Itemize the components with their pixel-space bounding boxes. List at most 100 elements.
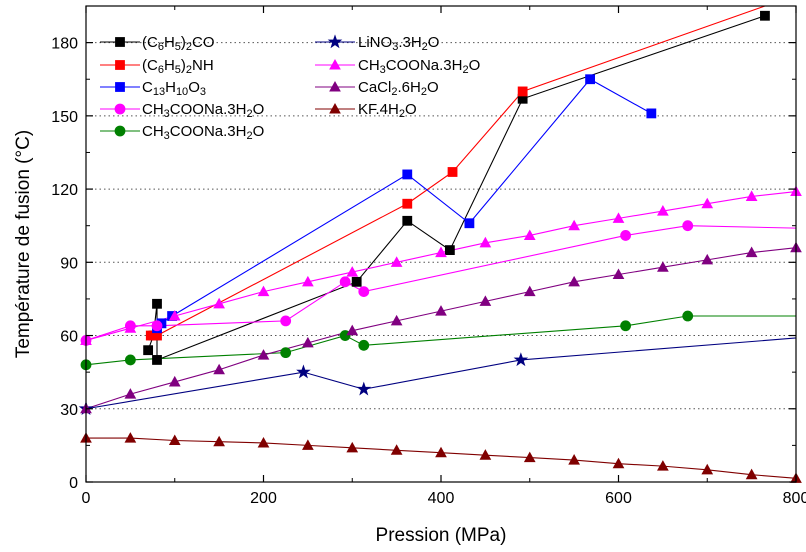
data-point: [351, 276, 362, 287]
y-tick-label: 180: [51, 36, 78, 53]
data-point: [402, 198, 413, 209]
legend: (C6H5)2CO (C6H5)2NH C13H10O3 CH3COONa.3H2O C…: [100, 34, 480, 142]
series-8-points: [80, 432, 802, 483]
data-point: [435, 446, 447, 458]
y-tick-label: 120: [51, 182, 78, 199]
y-tick-label: 150: [51, 109, 78, 126]
legend-marker: [115, 82, 125, 92]
legend-entry: CH3COONa.3H2O: [315, 57, 480, 76]
data-point: [657, 460, 669, 471]
data-point: [701, 197, 714, 209]
data-point: [346, 441, 359, 453]
series-line-4: [85, 315, 796, 366]
data-point: [568, 219, 580, 231]
data-point: [585, 74, 595, 85]
data-point: [302, 336, 314, 348]
y-tick-label: 90: [60, 255, 78, 272]
data-point: [745, 246, 758, 258]
data-point: [346, 266, 359, 277]
data-point: [390, 256, 403, 267]
legend-entry: (C6H5)2NH: [100, 57, 214, 76]
series-lines: [85, 5, 797, 479]
data-point: [346, 324, 359, 336]
legend-marker: [329, 59, 341, 70]
legend-label: CH3COONa.3H2O: [358, 57, 480, 76]
data-point: [213, 363, 225, 375]
data-point: [447, 167, 458, 177]
grid-lines: [86, 42, 796, 410]
data-point: [257, 436, 270, 448]
data-point: [356, 381, 372, 396]
x-tick-label: 200: [250, 490, 277, 507]
data-point: [124, 354, 136, 366]
data-point: [280, 347, 292, 359]
legend-entry: CH3COONa.3H2O: [100, 101, 264, 120]
data-point: [358, 339, 370, 351]
data-point: [213, 297, 225, 309]
legend-label: KF.4H2O: [358, 101, 417, 120]
series-line-1: [150, 5, 766, 337]
data-point: [760, 10, 770, 21]
legend-label: CH3COONa.3H2O: [142, 123, 264, 142]
data-point: [612, 212, 625, 223]
data-point: [390, 444, 403, 455]
data-point: [701, 253, 714, 265]
legend-label: (C6H5)2NH: [142, 57, 214, 76]
legend-label: C13H10O3: [142, 79, 206, 98]
data-point: [682, 310, 694, 322]
series-line-5: [85, 337, 797, 410]
data-point: [435, 246, 447, 258]
x-tick-label: 400: [428, 490, 455, 507]
data-point: [523, 451, 536, 463]
legend-marker: [114, 125, 126, 137]
x-tick-label: 800: [783, 490, 806, 507]
data-point: [479, 295, 492, 306]
series-7-points: [80, 241, 802, 414]
data-point: [612, 457, 625, 469]
series-6-points: [80, 185, 802, 345]
data-point: [523, 229, 536, 240]
data-point: [701, 463, 714, 475]
data-point: [143, 345, 154, 356]
data-point: [646, 108, 657, 119]
data-point: [444, 245, 455, 256]
legend-marker: [115, 60, 125, 70]
legend-label: LiNO3.3H2O: [358, 34, 439, 53]
legend-label: (C6H5)2CO: [142, 34, 215, 53]
legend-marker: [329, 103, 341, 114]
legend-marker: [329, 81, 341, 92]
legend-entry: (C6H5)2CO: [100, 34, 215, 53]
legend-entry: LiNO3.3H2O: [315, 34, 439, 53]
y-tick-label: 0: [69, 475, 78, 492]
series-0-points: [143, 10, 770, 365]
data-point: [152, 355, 162, 365]
series-line-3: [85, 225, 797, 341]
data-point: [124, 322, 137, 333]
x-axis-title: Pression (MPa): [376, 525, 507, 546]
data-point: [568, 275, 580, 287]
data-point: [402, 169, 413, 180]
data-point: [620, 320, 631, 332]
y-tick-label: 60: [60, 329, 78, 346]
legend-entry: CH3COONa.3H2O: [100, 123, 264, 142]
data-point: [296, 364, 311, 379]
data-point: [257, 285, 270, 297]
data-point: [612, 268, 625, 280]
legend-entry: C13H10O3: [100, 79, 206, 98]
data-point: [402, 215, 413, 226]
data-point: [152, 298, 162, 309]
data-point: [280, 315, 292, 327]
data-point: [168, 434, 181, 446]
legend-label: CH3COONa.3H2O: [142, 101, 264, 120]
data-point: [745, 468, 758, 480]
legend-entry: KF.4H2O: [315, 101, 417, 120]
data-point: [124, 388, 137, 399]
series-markers: [78, 10, 802, 483]
x-tick-label: 600: [605, 490, 632, 507]
data-point: [358, 286, 370, 298]
series-line-7: [85, 247, 797, 410]
data-point: [745, 190, 758, 201]
data-point: [168, 375, 181, 387]
y-axis-title: Température de fusion (°C): [13, 130, 34, 358]
